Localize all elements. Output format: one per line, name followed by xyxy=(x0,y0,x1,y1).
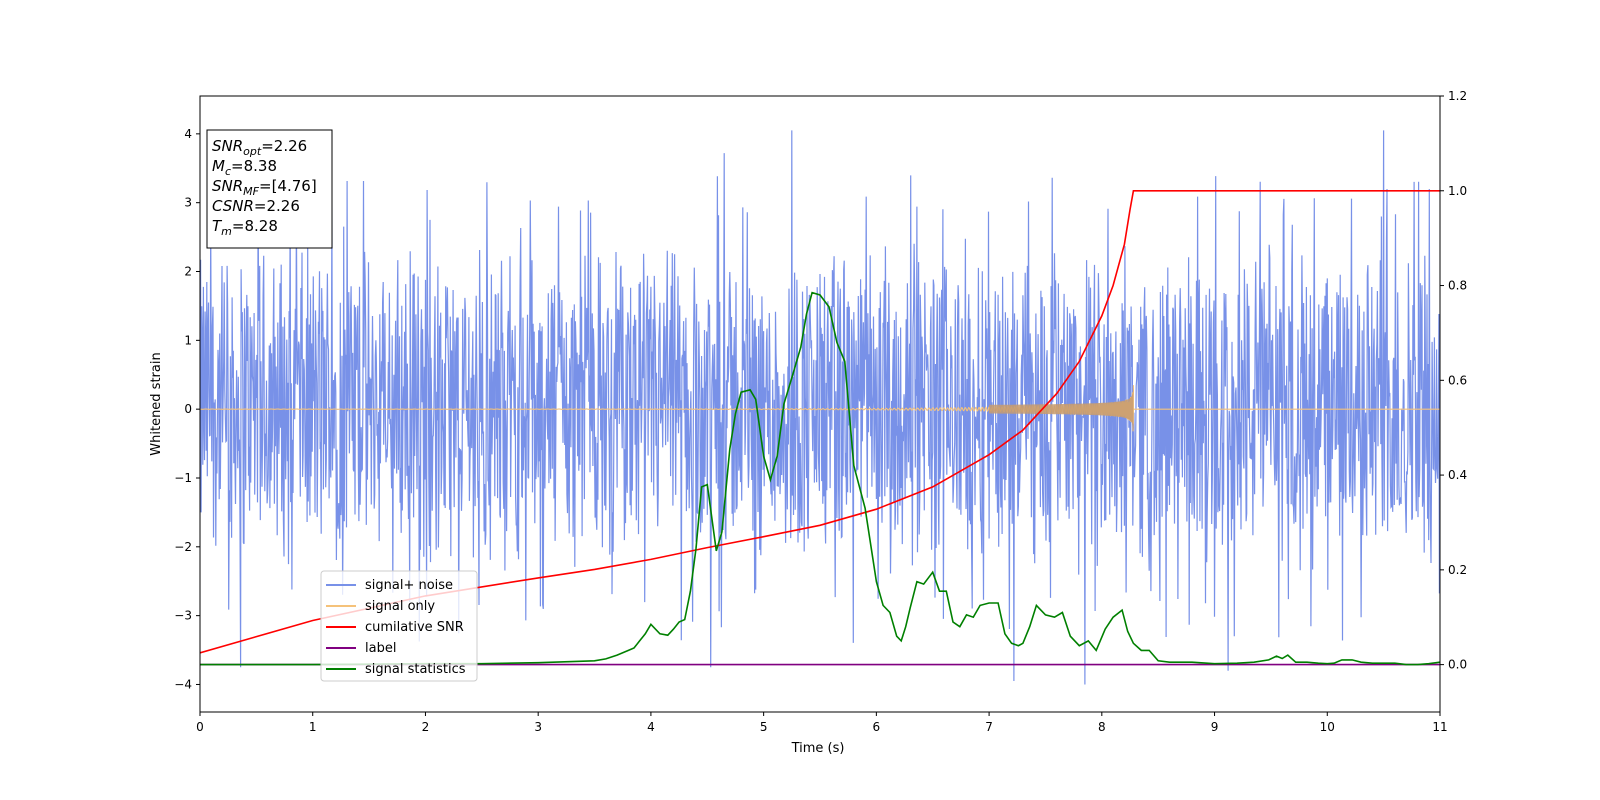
y-tick-label: −3 xyxy=(174,609,192,623)
x-tick-label: 2 xyxy=(422,720,430,734)
legend-label: signal+ noise xyxy=(365,578,453,593)
legend-frame xyxy=(320,570,478,682)
y2-tick-label: 0.4 xyxy=(1448,468,1467,482)
plot-frame xyxy=(199,95,1441,713)
series-line-signal-noise xyxy=(200,130,1440,685)
y-tick-label: 1 xyxy=(184,333,192,347)
annotation-line: CSNR=2.26 xyxy=(212,197,300,215)
y2-tick-label: 1.2 xyxy=(1448,89,1467,103)
x-tick-label: 6 xyxy=(873,720,881,734)
y-axis-right: 0.0 0.2 0.4 0.6 0.8 1.0 1.2 xyxy=(1440,89,1467,672)
y-tick-label: 4 xyxy=(184,127,192,141)
y-tick-label: −1 xyxy=(174,471,192,485)
x-tick-label: 4 xyxy=(647,720,655,734)
annotation-line: SNRopt=2.26 xyxy=(212,137,307,158)
y-axis-left: −4 −3 −2 −1 0 1 2 3 4 xyxy=(174,127,200,691)
legend-label: signal statistics xyxy=(365,662,466,677)
y2-tick-label: 0.2 xyxy=(1448,563,1467,577)
y2-tick-label: 0.6 xyxy=(1448,373,1467,387)
series-line-signal-only xyxy=(200,385,1440,432)
y-tick-label: 0 xyxy=(184,402,192,416)
annotation-line: Tm=8.28 xyxy=(212,217,278,238)
x-tick-label: 3 xyxy=(534,720,542,734)
y-tick-label: 2 xyxy=(184,265,192,279)
y2-tick-label: 0.8 xyxy=(1448,279,1467,293)
x-tick-label: 0 xyxy=(196,720,204,734)
x-axis: 0 1 2 3 4 5 6 7 8 9 10 11 xyxy=(196,712,1448,734)
y2-tick-label: 1.0 xyxy=(1448,184,1467,198)
x-tick-label: 1 xyxy=(309,720,317,734)
legend-label: label xyxy=(365,641,396,656)
signal-only-envelope xyxy=(989,387,1134,431)
y-tick-label: 3 xyxy=(184,196,192,210)
legend: signal+ noise signal only cumilative SNR la… xyxy=(320,570,478,682)
y-axis-label: Whitened strain xyxy=(149,352,164,455)
x-tick-label: 7 xyxy=(985,720,993,734)
series-line-signal-statistics xyxy=(200,291,1440,666)
y2-tick-label: 0.0 xyxy=(1448,658,1467,672)
y-tick-label: −2 xyxy=(174,540,192,554)
x-tick-label: 8 xyxy=(1098,720,1106,734)
legend-label: signal only xyxy=(365,599,435,614)
annotation-line: Mc=8.38 xyxy=(212,157,277,178)
series-line-cumilative-snr xyxy=(200,190,1440,654)
annotation-frame xyxy=(206,129,333,249)
x-tick-label: 5 xyxy=(760,720,768,734)
x-axis-label: Time (s) xyxy=(791,741,845,756)
x-tick-label: 9 xyxy=(1211,720,1219,734)
x-tick-label: 11 xyxy=(1432,720,1447,734)
legend-label: cumilative SNR xyxy=(365,620,464,635)
y-tick-label: −4 xyxy=(174,677,192,691)
annotation-line: SNRMF=[4.76] xyxy=(212,177,317,198)
x-tick-label: 10 xyxy=(1320,720,1335,734)
